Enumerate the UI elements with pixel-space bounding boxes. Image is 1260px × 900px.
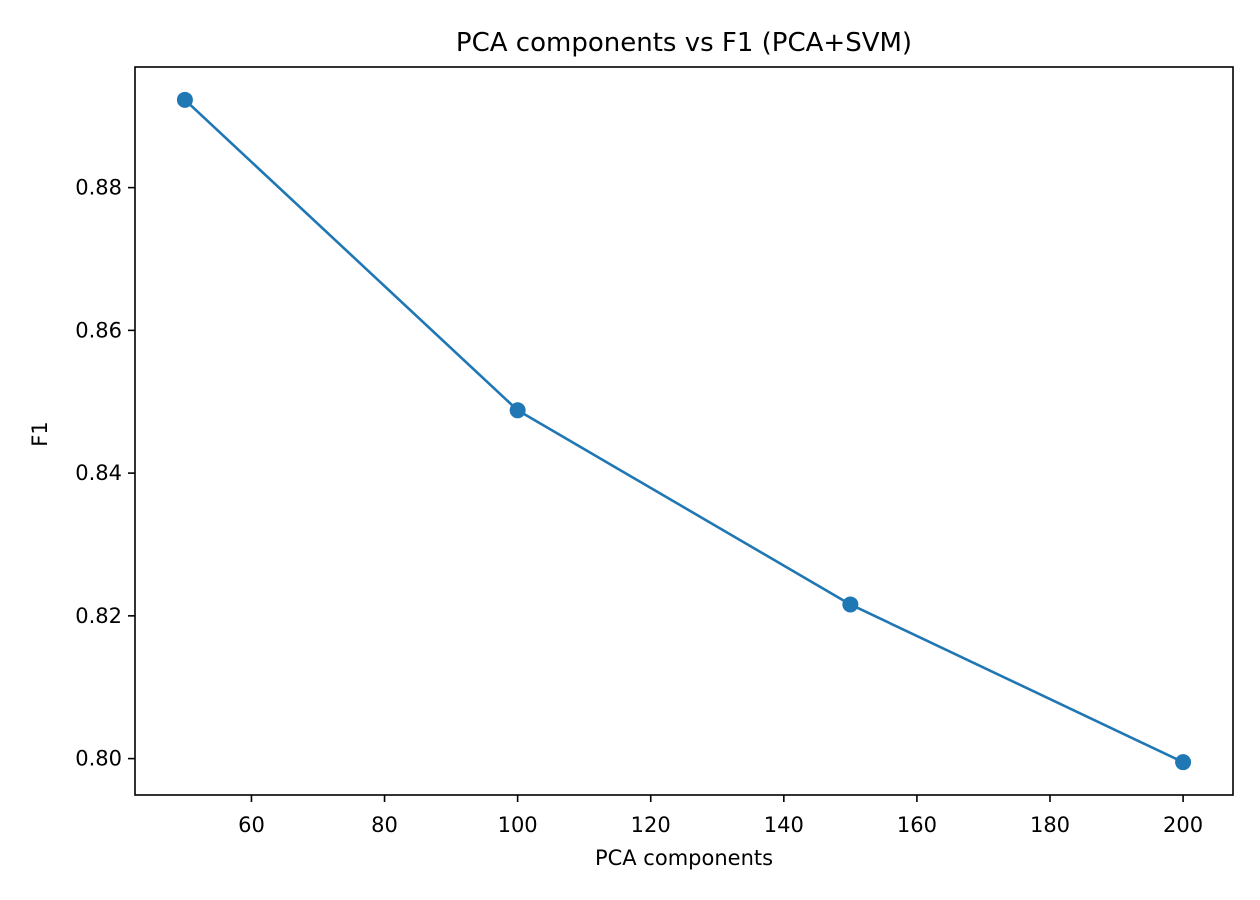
x-axis-label: PCA components <box>595 846 773 870</box>
data-point-1 <box>509 402 526 419</box>
x-tick-label: 100 <box>498 813 538 837</box>
x-tick-label: 180 <box>1030 813 1070 837</box>
y-tick-label: 0.80 <box>75 747 122 771</box>
y-tick-label: 0.86 <box>75 318 122 342</box>
y-tick-label: 0.82 <box>75 604 122 628</box>
series-line-0 <box>184 98 1184 764</box>
x-tick-label: 60 <box>238 813 265 837</box>
x-tick-label: 160 <box>897 813 937 837</box>
y-axis-label: F1 <box>28 421 52 446</box>
y-tick-label: 0.88 <box>75 176 122 200</box>
x-tick-label: 120 <box>631 813 671 837</box>
data-point-2 <box>842 596 859 613</box>
chart-title: PCA components vs F1 (PCA+SVM) <box>456 28 912 58</box>
x-tick-label: 140 <box>764 813 804 837</box>
plot-area: 60 80 100 120 140 160 180 200 0.80 0.82 0.84 0.86 0.… <box>75 66 1234 837</box>
data-point-3 <box>1175 754 1192 771</box>
x-tick-label: 200 <box>1163 813 1203 837</box>
data-point-0 <box>176 91 193 108</box>
axes-frame <box>134 66 1234 796</box>
y-tick-label: 0.84 <box>75 461 122 485</box>
x-tick-label: 80 <box>371 813 398 837</box>
